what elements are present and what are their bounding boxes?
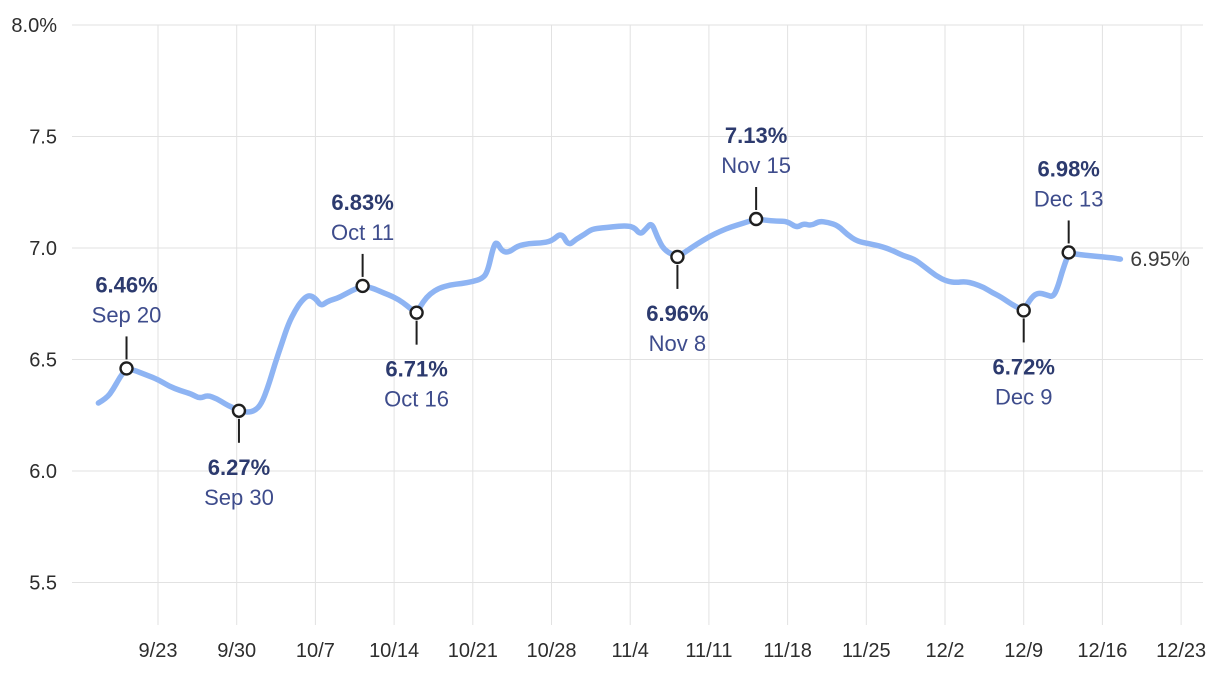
annotation-value-label: 7.13%	[725, 123, 787, 148]
x-axis-tick-label: 10/28	[526, 640, 576, 662]
y-axis-tick-label: 5.5	[29, 573, 57, 595]
x-axis-tick-label: 11/11	[685, 640, 732, 662]
rate-line	[95, 216, 1124, 415]
data-point-marker[interactable]	[748, 211, 764, 227]
annotation-date-label: Sep 20	[92, 302, 162, 327]
x-axis-tick-label: 9/23	[139, 640, 178, 662]
x-axis-tick-label: 10/7	[296, 640, 335, 662]
y-axis-tick-label: 6.5	[29, 350, 57, 372]
annotation-dec-9: 6.72% Dec 9	[993, 303, 1055, 409]
data-point-marker[interactable]	[409, 305, 424, 320]
annotation-oct-11: 6.83% Oct 11	[331, 190, 394, 294]
annotation-oct-16: 6.71% Oct 16	[384, 305, 449, 412]
x-axis-tick-label: 11/4	[611, 640, 648, 662]
x-axis-tick-label: 10/14	[369, 640, 419, 662]
x-axis-tick-label: 12/9	[1004, 640, 1043, 662]
annotation-date-label: Oct 11	[331, 220, 394, 245]
x-axis-tick-label: 12/23	[1156, 640, 1206, 662]
annotation-value-label: 6.72%	[993, 354, 1055, 379]
y-axis-tick-label: 8.0%	[11, 15, 57, 37]
annotation-value-label: 6.98%	[1037, 156, 1099, 181]
x-axis-tick-label: 12/2	[926, 640, 965, 662]
annotation-date-label: Sep 30	[204, 485, 274, 510]
annotation-nov-8: 6.96% Nov 8	[646, 249, 709, 356]
annotation-date-label: Dec 13	[1034, 186, 1104, 211]
current-rate-label: 6.95%	[1130, 248, 1190, 271]
annotation-nov-15: 7.13% Nov 15	[721, 123, 791, 227]
annotation-sep-30: 6.27% Sep 30	[204, 403, 274, 510]
x-axis-tick-label: 9/30	[217, 640, 256, 662]
annotation-value-label: 6.96%	[646, 301, 708, 326]
data-point-marker[interactable]	[1016, 303, 1031, 318]
y-axis-tick-label: 7.0	[29, 238, 57, 260]
annotation-value-label: 6.83%	[331, 190, 393, 215]
data-point-marker[interactable]	[231, 403, 247, 418]
annotation-date-label: Dec 9	[995, 384, 1052, 409]
data-point-marker[interactable]	[355, 278, 370, 294]
annotation-sep-20: 6.46% Sep 20	[92, 272, 162, 376]
annotation-value-label: 6.71%	[385, 357, 447, 382]
data-point-marker[interactable]	[119, 361, 134, 376]
x-axis-tick-label: 10/21	[448, 640, 498, 662]
annotation-date-label: Oct 16	[384, 387, 449, 412]
x-axis-tick-label: 12/16	[1077, 640, 1127, 662]
annotation-value-label: 6.27%	[208, 455, 270, 480]
annotation-date-label: Nov 8	[649, 331, 706, 356]
annotation-date-label: Nov 15	[721, 153, 791, 178]
data-point-marker[interactable]	[1061, 245, 1076, 260]
x-axis-tick-label: 11/18	[763, 640, 812, 662]
x-axis-tick-label: 11/25	[842, 640, 891, 662]
annotation-dec-13: 6.98% Dec 13	[1034, 156, 1104, 260]
y-axis-tick-label: 7.5	[29, 127, 57, 149]
y-axis-tick-label: 6.0	[29, 461, 57, 483]
data-point-marker[interactable]	[670, 249, 685, 265]
annotation-value-label: 6.46%	[95, 272, 157, 297]
